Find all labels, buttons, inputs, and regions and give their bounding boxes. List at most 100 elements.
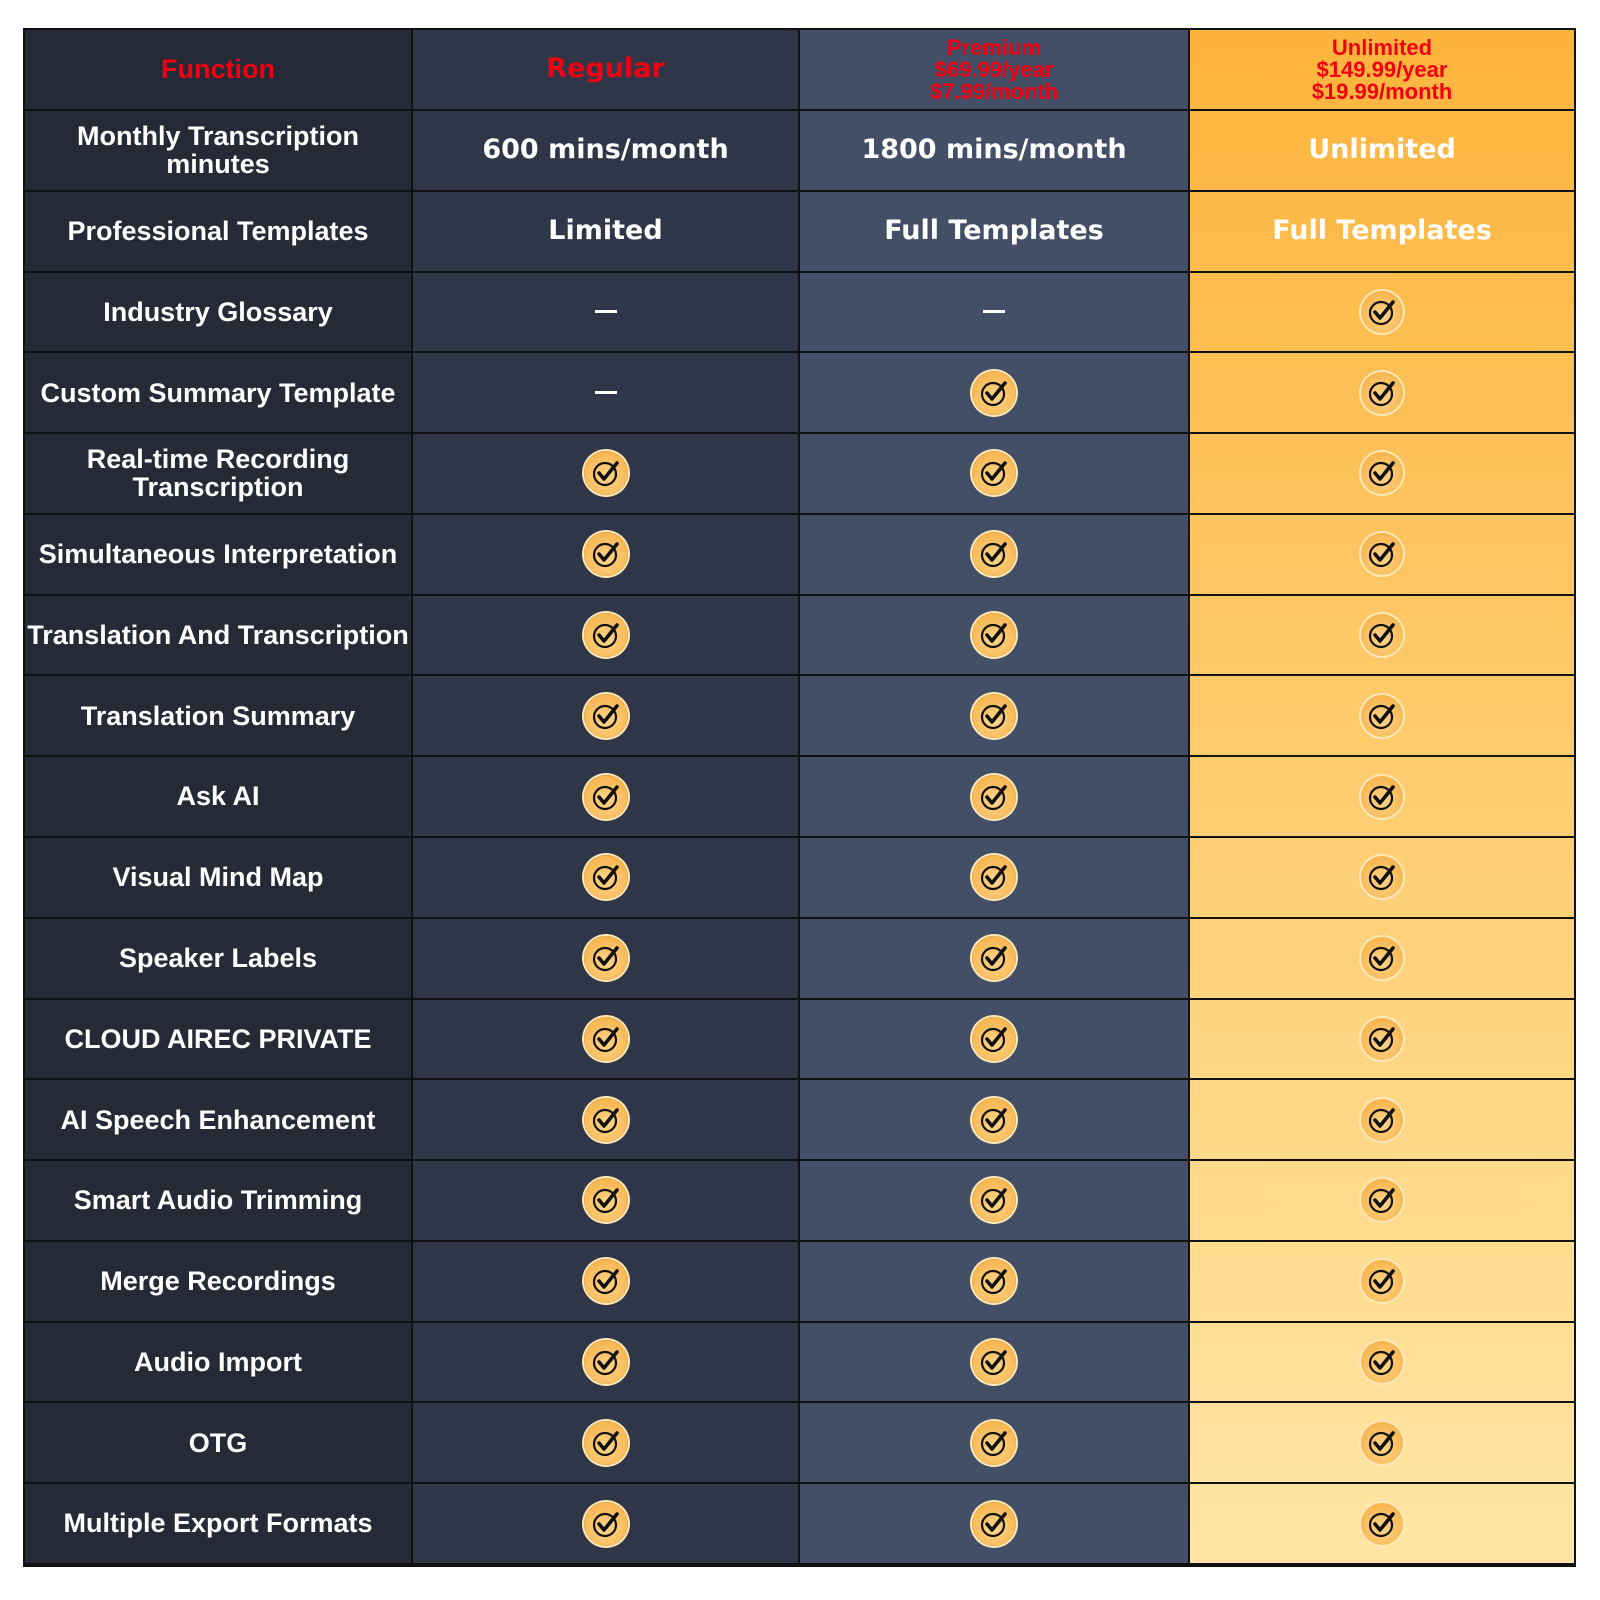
feature-label: Professional Templates (25, 191, 413, 273)
premium-value: Full Templates (800, 191, 1190, 273)
header-function: Function (25, 30, 413, 111)
check-icon (583, 1501, 628, 1546)
unlimited-cell (1190, 596, 1574, 677)
unlimited-cell (1190, 1484, 1574, 1565)
check-icon (1361, 614, 1403, 657)
regular-cell (413, 514, 800, 596)
feature-label: Real-time Recording Transcription (25, 434, 413, 515)
check-icon (972, 855, 1016, 900)
premium-cell (800, 999, 1190, 1081)
feature-label: OTG (25, 1403, 413, 1485)
check-icon (972, 1259, 1016, 1304)
unlimited-value: Full Templates (1190, 192, 1574, 273)
check-icon (1361, 1421, 1403, 1464)
premium-cell (800, 757, 1190, 838)
check-icon (972, 451, 1016, 496)
check-icon (583, 1178, 628, 1223)
unlimited-monthly-price: $19.99/month (1311, 78, 1453, 104)
unlimited-cell (1190, 757, 1574, 838)
check-icon (583, 693, 628, 738)
feature-label: Translation Summary (25, 676, 413, 758)
regular-cell (413, 838, 800, 919)
premium-yearly-price: $69.99/year (934, 56, 1054, 82)
check-icon (1361, 694, 1403, 737)
premium-cell (800, 272, 1190, 354)
feature-label: Translation And Transcription (25, 595, 413, 677)
feature-label: Audio Import (25, 1322, 413, 1404)
check-icon (1361, 452, 1403, 495)
regular-cell (413, 595, 800, 677)
check-icon (1361, 856, 1403, 899)
regular-cell (413, 757, 800, 838)
header-regular: Regular (413, 30, 800, 111)
feature-label: Speaker Labels (25, 918, 413, 1000)
unlimited-cell (1190, 1403, 1574, 1485)
check-icon (972, 613, 1016, 658)
regular-cell (413, 434, 800, 515)
feature-label: Smart Audio Trimming (25, 1161, 413, 1242)
check-icon (1361, 1098, 1403, 1141)
dash-icon (983, 310, 1005, 314)
unlimited-yearly-price: $149.99/year (1316, 56, 1448, 82)
check-icon (972, 1501, 1016, 1546)
check-icon (972, 936, 1016, 981)
regular-cell (413, 272, 800, 354)
header-unlimited: Unlimited $149.99/year $19.99/month (1190, 30, 1574, 111)
unlimited-cell (1190, 434, 1574, 515)
feature-label: CLOUD AIREC PRIVATE (25, 999, 413, 1081)
premium-cell (800, 1322, 1190, 1404)
unlimited-cell (1190, 1080, 1574, 1162)
premium-cell (800, 918, 1190, 1000)
unlimited-plan-name: Unlimited (1331, 34, 1433, 60)
regular-cell (413, 999, 800, 1081)
check-icon (583, 532, 628, 577)
premium-cell (800, 434, 1190, 515)
dash-icon (594, 310, 617, 314)
check-icon (583, 451, 628, 496)
premium-cell (800, 595, 1190, 677)
regular-cell (413, 353, 800, 435)
premium-plan-name: Premium (946, 34, 1042, 60)
regular-cell (413, 1403, 800, 1485)
premium-cell (800, 676, 1190, 758)
unlimited-value: Unlimited (1190, 111, 1574, 192)
check-icon (1361, 1341, 1403, 1384)
unlimited-cell (1190, 1000, 1574, 1081)
regular-cell (413, 1080, 800, 1162)
check-icon (972, 1097, 1016, 1142)
comparison-table: Function Regular Premium $69.99/year $7.… (23, 28, 1576, 1567)
check-icon (972, 774, 1016, 819)
check-icon (972, 1420, 1016, 1465)
premium-cell (800, 1403, 1190, 1485)
unlimited-cell (1190, 353, 1574, 435)
unlimited-cell (1190, 1242, 1574, 1323)
check-icon (972, 1016, 1016, 1061)
check-icon (583, 613, 628, 658)
feature-label: Simultaneous Interpretation (25, 514, 413, 596)
regular-cell (413, 1322, 800, 1404)
check-icon (1361, 1179, 1403, 1222)
regular-cell (413, 918, 800, 1000)
check-icon (1361, 775, 1403, 818)
check-icon (1361, 1260, 1403, 1303)
premium-value: 1800 mins/month (800, 111, 1190, 192)
regular-cell (413, 676, 800, 758)
check-icon (972, 370, 1016, 415)
check-icon (583, 1097, 628, 1142)
unlimited-cell (1190, 515, 1574, 596)
unlimited-cell (1190, 273, 1574, 354)
regular-cell (413, 1161, 800, 1242)
check-icon (972, 532, 1016, 577)
check-icon (1361, 371, 1403, 414)
premium-cell (800, 838, 1190, 919)
premium-monthly-price: $7.99/month (929, 78, 1059, 104)
check-icon (583, 855, 628, 900)
unlimited-cell (1190, 1323, 1574, 1404)
dash-icon (594, 391, 617, 395)
unlimited-cell (1190, 676, 1574, 758)
check-icon (583, 1340, 628, 1385)
check-icon (972, 693, 1016, 738)
feature-label: Custom Summary Template (25, 353, 413, 435)
check-icon (583, 1016, 628, 1061)
check-icon (972, 1178, 1016, 1223)
